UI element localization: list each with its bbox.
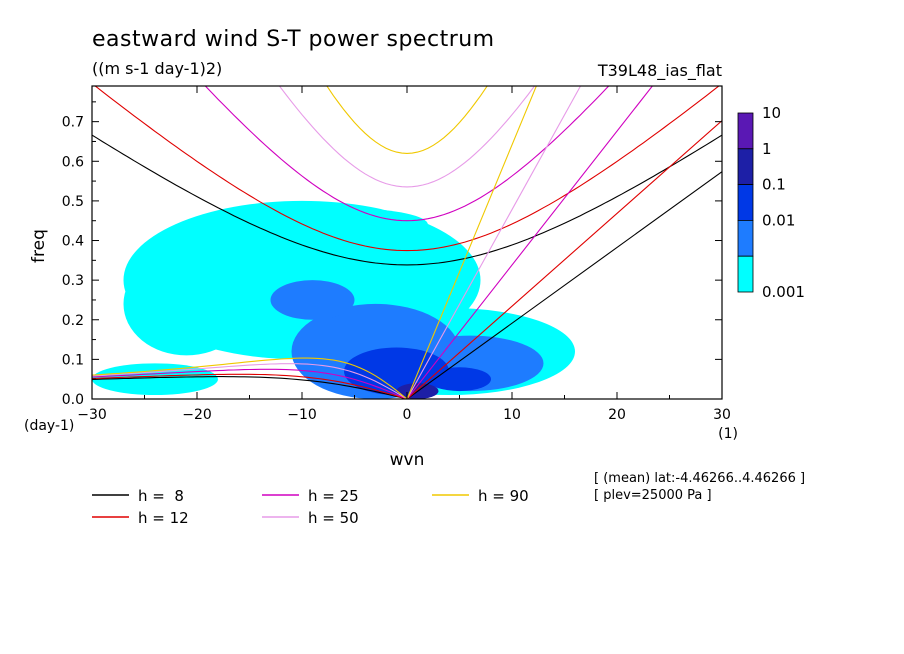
y-axis-unit: (day-1) bbox=[24, 418, 74, 434]
colorbar-segment bbox=[737, 148, 754, 186]
run-label: T39L48_ias_flat bbox=[597, 61, 722, 81]
colorbar-label: 0.01 bbox=[762, 211, 795, 229]
colorbar-segment bbox=[737, 184, 754, 221]
y-tick-label: 0.3 bbox=[62, 273, 84, 289]
colorbar-segment bbox=[737, 255, 754, 293]
rossby-curve-h25 bbox=[92, 368, 408, 399]
power-region-7 bbox=[270, 280, 355, 320]
colorbar-segment bbox=[737, 219, 754, 257]
colorbar-label: 0.001 bbox=[762, 283, 805, 301]
y-tick-label: 0.4 bbox=[62, 234, 84, 250]
x-axis-unit: (1) bbox=[718, 426, 738, 442]
y-tick-label: 0.1 bbox=[62, 352, 84, 368]
inertia-gravity-curve-h8 bbox=[92, 134, 722, 266]
kelvin-curve-h12 bbox=[406, 120, 722, 399]
colorbar-label: 1 bbox=[762, 140, 772, 158]
dispersion-curves bbox=[92, 86, 722, 399]
inertia-gravity-curve-h90 bbox=[326, 86, 488, 154]
pressure-note: [ plev=25000 Pa ] bbox=[594, 488, 712, 503]
y-tick-label: 0.2 bbox=[62, 313, 84, 329]
power-region-2 bbox=[123, 252, 250, 356]
kelvin-curve-h50 bbox=[406, 86, 582, 399]
legend-label: h = 12 bbox=[138, 509, 189, 527]
y-axis-label: freq bbox=[29, 229, 49, 263]
power-shading bbox=[92, 200, 575, 399]
x-tick-label: 20 bbox=[608, 407, 626, 423]
x-axis-ticks: −30 −20 −10 0 10 20 30 bbox=[77, 86, 731, 423]
inertia-gravity-curve-h12 bbox=[94, 86, 720, 252]
rossby-curve-h90 bbox=[92, 357, 408, 399]
y-tick-label: 0.6 bbox=[62, 154, 84, 170]
legend-label: h = 90 bbox=[478, 487, 529, 505]
kelvin-curve-h25 bbox=[406, 86, 654, 399]
x-tick-label: −10 bbox=[287, 407, 317, 423]
colorbar-label: 0.1 bbox=[762, 176, 786, 194]
x-tick-label: 0 bbox=[403, 407, 412, 423]
plot-area: −30 −20 −10 0 10 20 30 0.00.10.20.30.40.50.60.… bbox=[62, 85, 731, 423]
rossby-curve-h12 bbox=[92, 373, 408, 399]
power-region-8 bbox=[344, 347, 449, 396]
kelvin-curve-h90 bbox=[406, 86, 537, 399]
inertia-gravity-curve-h50 bbox=[278, 86, 536, 188]
y-tick-label: 0.7 bbox=[62, 115, 84, 131]
rossby-curve-h8 bbox=[92, 376, 408, 399]
y-tick-label: 0.5 bbox=[62, 194, 84, 210]
y-tick-label: 0.0 bbox=[62, 392, 84, 408]
power-region-1 bbox=[281, 208, 428, 241]
power-region-9 bbox=[428, 367, 491, 392]
legend-label: h = 25 bbox=[308, 487, 359, 505]
power-region-4 bbox=[92, 363, 218, 396]
x-axis-label: wvn bbox=[390, 450, 425, 470]
latitude-note: [ (mean) lat:-4.46266..4.46266 ] bbox=[594, 471, 805, 486]
colorbar: 10 1 0.1 0.01 0.001 bbox=[737, 104, 805, 301]
rossby-curve-h50 bbox=[92, 363, 408, 399]
x-tick-label: −30 bbox=[77, 407, 107, 423]
chart-title: eastward wind S-T power spectrum bbox=[92, 27, 495, 52]
chart-units: ((m s-1 day-1)2) bbox=[92, 59, 222, 78]
legend-label: h = 8 bbox=[138, 487, 184, 505]
legend: h = 8 h = 12 h = 25 h = 50 h = 90 bbox=[92, 487, 529, 527]
y-axis-ticks: 0.0 0.1 0.2 0.3 0.4 0.5 0.6 0.7 bbox=[62, 101, 722, 408]
colorbar-segment bbox=[737, 112, 754, 150]
x-tick-label: 10 bbox=[503, 407, 521, 423]
kelvin-curve-h8 bbox=[406, 171, 722, 399]
legend-label: h = 50 bbox=[308, 509, 359, 527]
x-tick-label: 30 bbox=[713, 407, 731, 423]
colorbar-label: 10 bbox=[762, 104, 781, 122]
x-tick-label: −20 bbox=[182, 407, 212, 423]
inertia-gravity-curve-h25 bbox=[204, 86, 610, 222]
